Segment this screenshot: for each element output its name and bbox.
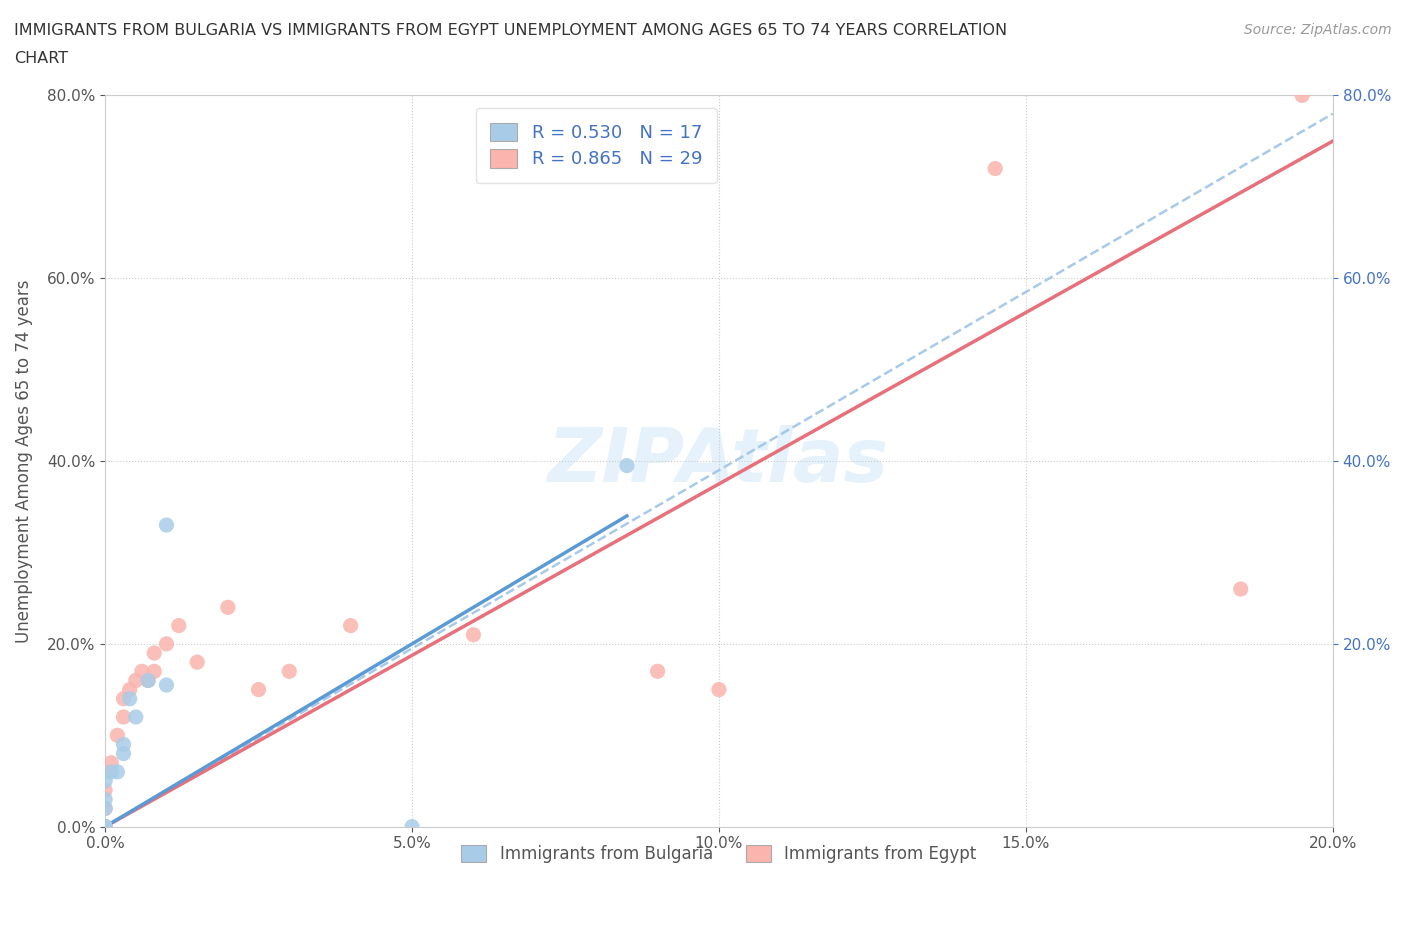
Point bbox=[616, 458, 638, 473]
Text: ZIPAtlas: ZIPAtlas bbox=[548, 425, 890, 498]
Point bbox=[984, 161, 1007, 176]
Point bbox=[136, 673, 159, 688]
Point bbox=[707, 682, 730, 697]
Point bbox=[105, 728, 128, 743]
Point bbox=[94, 791, 117, 806]
Point bbox=[217, 600, 239, 615]
Point bbox=[155, 518, 177, 533]
Point bbox=[1229, 581, 1251, 596]
Point bbox=[125, 710, 148, 724]
Point bbox=[401, 819, 423, 834]
Point bbox=[100, 755, 122, 770]
Point bbox=[100, 764, 122, 779]
Y-axis label: Unemployment Among Ages 65 to 74 years: Unemployment Among Ages 65 to 74 years bbox=[15, 279, 32, 643]
Point bbox=[155, 636, 177, 651]
Point bbox=[94, 819, 117, 834]
Point bbox=[118, 682, 141, 697]
Point bbox=[463, 628, 485, 643]
Point bbox=[94, 819, 117, 834]
Point bbox=[125, 673, 148, 688]
Point bbox=[112, 710, 135, 724]
Text: Source: ZipAtlas.com: Source: ZipAtlas.com bbox=[1244, 23, 1392, 37]
Point bbox=[94, 783, 117, 798]
Point bbox=[1291, 88, 1313, 103]
Point bbox=[155, 678, 177, 693]
Point bbox=[105, 764, 128, 779]
Text: CHART: CHART bbox=[14, 51, 67, 66]
Point bbox=[112, 691, 135, 706]
Point bbox=[647, 664, 669, 679]
Point bbox=[94, 819, 117, 834]
Point bbox=[94, 819, 117, 834]
Point bbox=[94, 764, 117, 779]
Point bbox=[186, 655, 208, 670]
Point bbox=[112, 746, 135, 761]
Point bbox=[143, 645, 166, 660]
Text: IMMIGRANTS FROM BULGARIA VS IMMIGRANTS FROM EGYPT UNEMPLOYMENT AMONG AGES 65 TO : IMMIGRANTS FROM BULGARIA VS IMMIGRANTS F… bbox=[14, 23, 1007, 38]
Point bbox=[94, 819, 117, 834]
Point bbox=[94, 819, 117, 834]
Point bbox=[94, 774, 117, 789]
Point bbox=[112, 737, 135, 751]
Legend: Immigrants from Bulgaria, Immigrants from Egypt: Immigrants from Bulgaria, Immigrants fro… bbox=[454, 838, 983, 870]
Point bbox=[94, 801, 117, 816]
Point bbox=[167, 618, 190, 633]
Point bbox=[118, 691, 141, 706]
Point bbox=[143, 664, 166, 679]
Point bbox=[278, 664, 301, 679]
Point bbox=[94, 801, 117, 816]
Point bbox=[136, 673, 159, 688]
Point bbox=[247, 682, 270, 697]
Point bbox=[131, 664, 153, 679]
Point bbox=[339, 618, 361, 633]
